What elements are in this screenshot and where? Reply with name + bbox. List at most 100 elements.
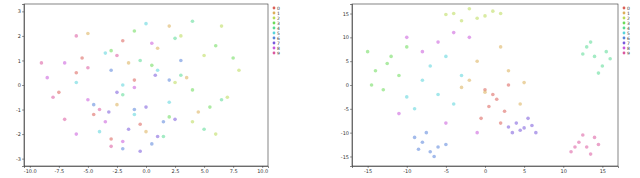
tick: 10 <box>561 166 567 174</box>
legend-label: 9 <box>277 51 280 56</box>
tick-label: 3 <box>18 8 21 14</box>
tick-label: -1 <box>16 107 21 113</box>
tick: 2.5 <box>172 166 180 174</box>
point <box>74 71 78 75</box>
point <box>581 133 585 137</box>
point <box>522 126 526 130</box>
tick-label: 5.0 <box>201 168 209 174</box>
plot-frame <box>24 4 268 166</box>
point <box>436 40 440 44</box>
tick-label: 10 <box>343 34 349 40</box>
tick-label: 10.0 <box>257 168 268 174</box>
tick: -10 <box>341 130 352 136</box>
point <box>499 121 503 125</box>
point <box>597 71 601 75</box>
point <box>133 29 137 33</box>
tick-label: 15 <box>343 11 349 17</box>
point <box>156 46 160 50</box>
tick: -5 <box>444 166 449 174</box>
legend-swatch <box>623 12 626 15</box>
tick-label: 5 <box>346 58 349 64</box>
legend: 0123456789 <box>273 6 280 56</box>
point <box>460 86 464 90</box>
point <box>569 150 573 154</box>
legend-swatch <box>273 37 276 40</box>
legend-swatch <box>623 17 626 20</box>
point <box>444 13 448 17</box>
tick: -5 <box>344 106 352 112</box>
point <box>514 121 518 125</box>
point <box>138 59 142 63</box>
tick: 5 <box>346 58 352 64</box>
tick-mark <box>350 133 352 134</box>
point <box>167 24 171 28</box>
figure: -10.0-7.5-5.0-2.50.02.55.07.510.0-3-2-10… <box>0 0 640 178</box>
point <box>428 64 432 68</box>
point <box>475 131 479 135</box>
point <box>214 132 218 136</box>
tick: 0 <box>346 82 352 88</box>
point <box>460 19 464 23</box>
point <box>366 50 370 54</box>
point <box>428 150 432 154</box>
point <box>460 74 464 78</box>
point <box>444 121 448 125</box>
tick-label: -2.5 <box>113 168 123 174</box>
point <box>483 14 487 18</box>
tick-mark <box>350 85 352 86</box>
tick-label: -10 <box>403 168 411 174</box>
legend-swatch <box>273 22 276 25</box>
point <box>144 22 148 26</box>
point <box>173 37 177 41</box>
point <box>413 136 417 140</box>
point <box>162 135 166 139</box>
point <box>167 100 171 104</box>
tick-mark <box>350 156 352 157</box>
point <box>104 120 108 124</box>
tick: 7.5 <box>230 166 238 174</box>
tick: 15 <box>343 11 352 17</box>
legend-swatch <box>623 32 626 35</box>
point <box>109 49 113 53</box>
legend-swatch <box>273 32 276 35</box>
tick-label: -15 <box>341 154 349 160</box>
point <box>370 83 374 87</box>
tick: -2.5 <box>113 166 123 174</box>
point <box>577 140 581 144</box>
point <box>593 55 597 59</box>
chart: -10.0-7.5-5.0-2.50.02.55.07.510.0-3-2-10… <box>16 4 280 174</box>
point <box>475 59 479 63</box>
legend-swatch <box>273 12 276 15</box>
point <box>220 24 224 28</box>
tick: 1 <box>18 58 24 64</box>
tick: -3 <box>16 156 24 162</box>
point <box>374 69 378 73</box>
tick-label: -2 <box>16 131 21 137</box>
point <box>487 105 491 109</box>
point <box>133 78 137 82</box>
legend-swatch <box>273 17 276 20</box>
point <box>98 108 102 112</box>
point <box>115 54 119 58</box>
tick-mark <box>350 37 352 38</box>
point <box>191 88 195 92</box>
tick: 5 <box>523 166 526 174</box>
point <box>589 40 593 44</box>
point <box>57 91 61 95</box>
point <box>581 52 585 56</box>
point <box>452 31 456 35</box>
point <box>507 69 511 73</box>
point <box>121 93 125 97</box>
point <box>51 95 55 99</box>
tick: 10 <box>343 34 352 40</box>
tick-mark <box>350 61 352 62</box>
point <box>179 73 183 77</box>
tick: -7.5 <box>54 166 64 174</box>
point <box>220 98 224 102</box>
point <box>511 131 515 135</box>
point <box>530 124 534 128</box>
tick-label: -15 <box>364 168 372 174</box>
point <box>202 54 206 58</box>
point <box>185 76 189 80</box>
point <box>179 34 183 38</box>
